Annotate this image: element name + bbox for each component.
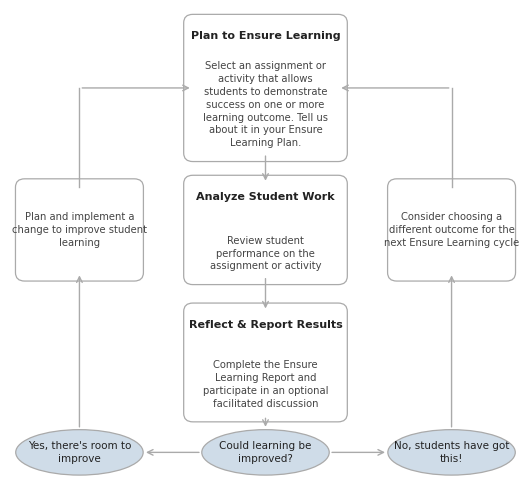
Text: Analyze Student Work: Analyze Student Work xyxy=(196,192,335,202)
Text: Plan and implement a
change to improve student
learning: Plan and implement a change to improve s… xyxy=(12,212,147,248)
Text: Select an assignment or
activity that allows
students to demonstrate
success on : Select an assignment or activity that al… xyxy=(203,62,328,148)
Text: Could learning be
improved?: Could learning be improved? xyxy=(219,441,312,464)
Text: Review student
performance on the
assignment or activity: Review student performance on the assign… xyxy=(210,236,321,271)
Text: Complete the Ensure
Learning Report and
participate in an optional
facilitated d: Complete the Ensure Learning Report and … xyxy=(203,360,328,409)
FancyBboxPatch shape xyxy=(388,179,516,281)
FancyBboxPatch shape xyxy=(184,303,347,422)
Ellipse shape xyxy=(202,430,329,475)
Text: No, students have got
this!: No, students have got this! xyxy=(394,441,509,464)
Ellipse shape xyxy=(16,430,143,475)
Text: Consider choosing a
different outcome for the
next Ensure Learning cycle: Consider choosing a different outcome fo… xyxy=(384,212,519,248)
Text: Reflect & Report Results: Reflect & Report Results xyxy=(189,320,342,330)
FancyBboxPatch shape xyxy=(184,176,347,284)
Text: Yes, there's room to
improve: Yes, there's room to improve xyxy=(28,441,131,464)
FancyBboxPatch shape xyxy=(15,179,143,281)
FancyBboxPatch shape xyxy=(184,14,347,162)
Ellipse shape xyxy=(388,430,515,475)
Text: Plan to Ensure Learning: Plan to Ensure Learning xyxy=(191,32,340,41)
